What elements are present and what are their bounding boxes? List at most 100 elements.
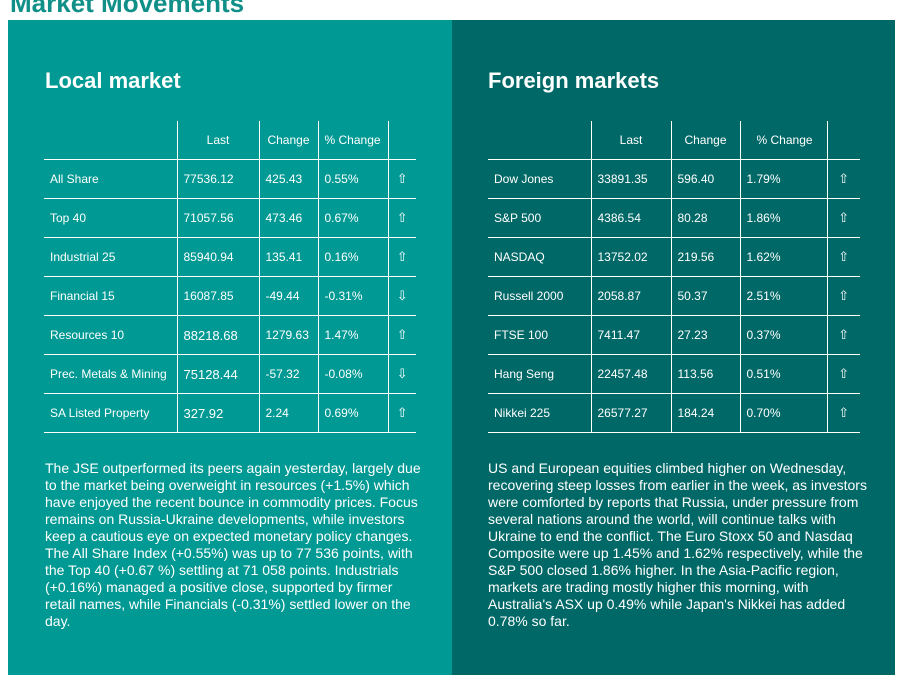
- index-name: Industrial 25: [44, 237, 177, 277]
- header-name: [44, 121, 177, 160]
- header-direction: [826, 121, 860, 160]
- foreign-markets-commentary: US and European equities climbed higher …: [488, 460, 867, 629]
- page-title: Market Movements: [10, 0, 245, 18]
- foreign-markets-rows: Dow Jones 33891.35 596.40 1.79% ⇧ S&P 50…: [488, 159, 860, 433]
- local-market-table: Last Change % Change All Share 77536.12 …: [44, 121, 416, 433]
- foreign-markets-table: Last Change % Change Dow Jones 33891.35 …: [488, 121, 860, 433]
- up-arrow-icon: ⇧: [826, 393, 860, 433]
- local-market-rows: All Share 77536.12 425.43 0.55% ⇧ Top 40…: [44, 159, 416, 433]
- up-arrow-icon: ⇧: [387, 159, 416, 199]
- index-change: 80.28: [670, 198, 740, 238]
- index-last: 7411.47: [590, 315, 671, 355]
- index-last: 4386.54: [590, 198, 671, 238]
- table-row: Top 40 71057.56 473.46 0.67% ⇧: [44, 198, 416, 238]
- foreign-markets-panel: Foreign markets Last Change % Change Dow…: [452, 20, 895, 675]
- up-arrow-icon: ⇧: [826, 276, 860, 316]
- table-row: S&P 500 4386.54 80.28 1.86% ⇧: [488, 198, 860, 238]
- up-arrow-icon: ⇧: [826, 159, 860, 199]
- index-pct-change: 1.79%: [739, 159, 827, 199]
- index-name: Nikkei 225: [488, 393, 591, 433]
- index-last: 26577.27: [590, 393, 671, 433]
- local-market-commentary: The JSE outperformed its peers again yes…: [45, 460, 421, 629]
- index-change: 425.43: [258, 159, 318, 199]
- index-name: Resources 10: [44, 315, 177, 355]
- header-direction: [387, 121, 416, 160]
- index-pct-change: -0.31%: [317, 276, 388, 316]
- up-arrow-icon: ⇧: [387, 393, 416, 433]
- index-pct-change: -0.08%: [317, 354, 388, 394]
- index-name: All Share: [44, 159, 177, 199]
- index-name: Dow Jones: [488, 159, 591, 199]
- index-change: -49.44: [258, 276, 318, 316]
- header-change: Change: [258, 121, 318, 160]
- index-name: FTSE 100: [488, 315, 591, 355]
- index-pct-change: 0.37%: [739, 315, 827, 355]
- index-name: SA Listed Property: [44, 393, 177, 433]
- index-change: 184.24: [670, 393, 740, 433]
- index-pct-change: 2.51%: [739, 276, 827, 316]
- index-change: 50.37: [670, 276, 740, 316]
- index-pct-change: 1.86%: [739, 198, 827, 238]
- index-last: 13752.02: [590, 237, 671, 277]
- table-row: Prec. Metals & Mining 75128.44 -57.32 -0…: [44, 354, 416, 394]
- index-last: 22457.48: [590, 354, 671, 394]
- foreign-markets-title: Foreign markets: [488, 68, 660, 93]
- index-name: Russell 2000: [488, 276, 591, 316]
- index-pct-change: 0.55%: [317, 159, 388, 199]
- header-last: Last: [590, 121, 671, 160]
- up-arrow-icon: ⇧: [826, 198, 860, 238]
- index-name: Financial 15: [44, 276, 177, 316]
- up-arrow-icon: ⇧: [387, 198, 416, 238]
- down-arrow-icon: ⇩: [387, 276, 416, 316]
- index-last: 33891.35: [590, 159, 671, 199]
- table-row: All Share 77536.12 425.43 0.55% ⇧: [44, 159, 416, 199]
- index-pct-change: 0.51%: [739, 354, 827, 394]
- local-market-title: Local market: [45, 68, 181, 93]
- index-last: 85940.94: [176, 237, 259, 277]
- index-last: 2058.87: [590, 276, 671, 316]
- table-header-row: Last Change % Change: [488, 121, 860, 160]
- local-market-panel: Local market Last Change % Change All Sh…: [8, 20, 452, 675]
- table-row: NASDAQ 13752.02 219.56 1.62% ⇧: [488, 237, 860, 277]
- index-last: 71057.56: [176, 198, 259, 238]
- index-pct-change: 0.16%: [317, 237, 388, 277]
- header-last: Last: [176, 121, 259, 160]
- table-row: Dow Jones 33891.35 596.40 1.79% ⇧: [488, 159, 860, 199]
- up-arrow-icon: ⇧: [826, 315, 860, 355]
- table-row: Nikkei 225 26577.27 184.24 0.70% ⇧: [488, 393, 860, 433]
- index-change: -57.32: [258, 354, 318, 394]
- table-row: FTSE 100 7411.47 27.23 0.37% ⇧: [488, 315, 860, 355]
- table-row: Financial 15 16087.85 -49.44 -0.31% ⇩: [44, 276, 416, 316]
- index-pct-change: 0.69%: [317, 393, 388, 433]
- index-change: 1279.63: [258, 315, 318, 355]
- index-change: 2.24: [258, 393, 318, 433]
- index-change: 27.23: [670, 315, 740, 355]
- index-pct-change: 0.70%: [739, 393, 827, 433]
- table-row: Industrial 25 85940.94 135.41 0.16% ⇧: [44, 237, 416, 277]
- index-name: NASDAQ: [488, 237, 591, 277]
- table-row: Russell 2000 2058.87 50.37 2.51% ⇧: [488, 276, 860, 316]
- index-change: 596.40: [670, 159, 740, 199]
- index-change: 219.56: [670, 237, 740, 277]
- header-change: Change: [670, 121, 740, 160]
- index-pct-change: 0.67%: [317, 198, 388, 238]
- index-last: 88218.68: [176, 315, 259, 355]
- index-pct-change: 1.62%: [739, 237, 827, 277]
- index-change: 473.46: [258, 198, 318, 238]
- header-name: [488, 121, 591, 160]
- index-pct-change: 1.47%: [317, 315, 388, 355]
- header-pct-change: % Change: [739, 121, 827, 160]
- index-name: S&P 500: [488, 198, 591, 238]
- header-pct-change: % Change: [317, 121, 388, 160]
- up-arrow-icon: ⇧: [826, 354, 860, 394]
- index-change: 113.56: [670, 354, 740, 394]
- table-header-row: Last Change % Change: [44, 121, 416, 160]
- index-name: Hang Seng: [488, 354, 591, 394]
- index-name: Prec. Metals & Mining: [44, 354, 177, 394]
- index-last: 75128.44: [176, 354, 259, 394]
- index-change: 135.41: [258, 237, 318, 277]
- table-row: SA Listed Property 327.92 2.24 0.69% ⇧: [44, 393, 416, 433]
- up-arrow-icon: ⇧: [826, 237, 860, 277]
- table-row: Resources 10 88218.68 1279.63 1.47% ⇧: [44, 315, 416, 355]
- index-last: 16087.85: [176, 276, 259, 316]
